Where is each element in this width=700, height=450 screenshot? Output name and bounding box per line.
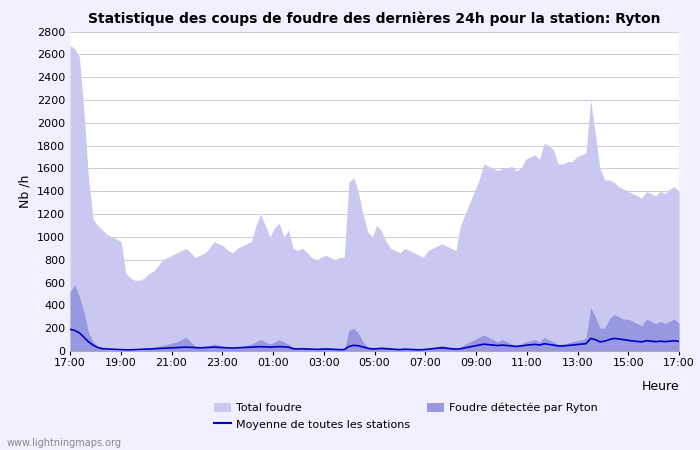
Text: Heure: Heure [641, 380, 679, 393]
Y-axis label: Nb /h: Nb /h [18, 175, 32, 208]
Title: Statistique des coups de foudre des dernières 24h pour la station: Ryton: Statistique des coups de foudre des dern… [88, 12, 661, 26]
Legend: Total foudre, Moyenne de toutes les stations, Foudre détectée par Ryton: Total foudre, Moyenne de toutes les stat… [209, 398, 603, 434]
Text: www.lightningmaps.org: www.lightningmaps.org [7, 438, 122, 448]
